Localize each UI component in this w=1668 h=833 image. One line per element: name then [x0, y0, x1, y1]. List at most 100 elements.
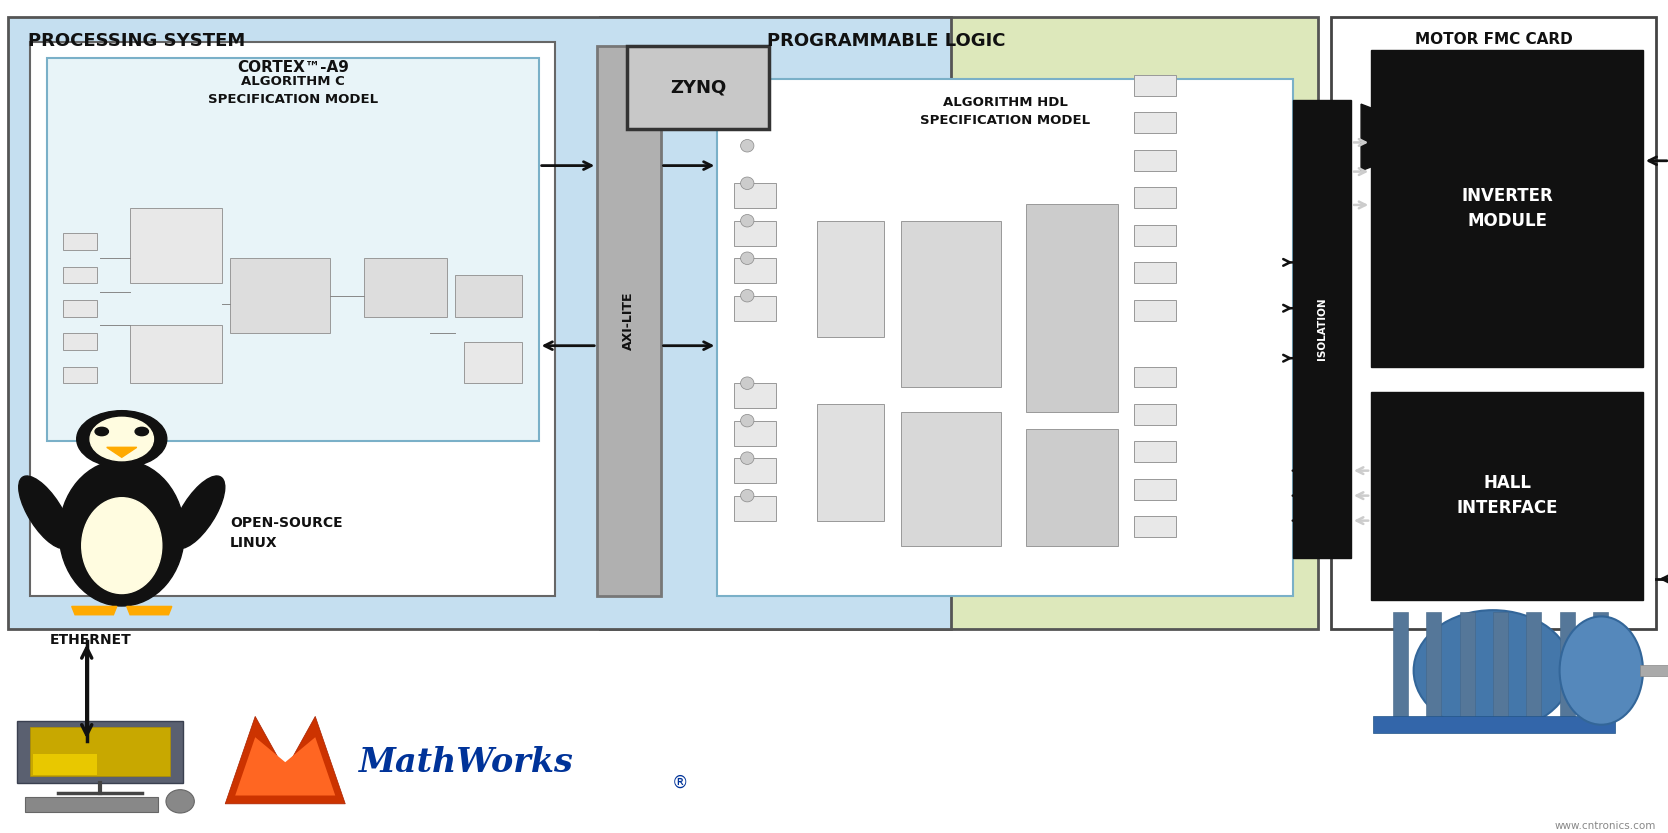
FancyBboxPatch shape — [1134, 404, 1176, 425]
Ellipse shape — [741, 290, 754, 302]
FancyBboxPatch shape — [63, 333, 97, 350]
FancyBboxPatch shape — [1134, 441, 1176, 462]
Polygon shape — [235, 737, 335, 796]
FancyBboxPatch shape — [734, 183, 776, 208]
FancyBboxPatch shape — [1526, 612, 1541, 729]
Text: ANALOG
DEVICES: ANALOG DEVICES — [1465, 122, 1525, 152]
FancyBboxPatch shape — [63, 300, 97, 317]
FancyBboxPatch shape — [1426, 612, 1441, 729]
FancyBboxPatch shape — [734, 221, 776, 246]
Text: www.cntronics.com: www.cntronics.com — [1555, 821, 1656, 831]
FancyBboxPatch shape — [1134, 225, 1176, 246]
Ellipse shape — [741, 252, 754, 264]
FancyBboxPatch shape — [734, 421, 776, 446]
Text: ISOLATION: ISOLATION — [1318, 297, 1326, 361]
FancyBboxPatch shape — [1134, 262, 1176, 283]
FancyBboxPatch shape — [901, 221, 1001, 387]
Ellipse shape — [90, 417, 153, 461]
FancyBboxPatch shape — [364, 258, 447, 317]
FancyBboxPatch shape — [63, 367, 97, 383]
FancyBboxPatch shape — [600, 17, 1318, 629]
FancyBboxPatch shape — [627, 46, 769, 129]
FancyBboxPatch shape — [1134, 75, 1176, 96]
FancyBboxPatch shape — [130, 325, 222, 383]
Ellipse shape — [741, 415, 754, 427]
Ellipse shape — [95, 427, 108, 436]
Text: INVERTER
MODULE: INVERTER MODULE — [1461, 187, 1553, 230]
FancyBboxPatch shape — [1026, 429, 1118, 546]
Ellipse shape — [60, 460, 183, 606]
FancyBboxPatch shape — [1134, 367, 1176, 387]
FancyBboxPatch shape — [1134, 516, 1176, 537]
FancyBboxPatch shape — [47, 58, 539, 441]
Polygon shape — [107, 447, 137, 457]
FancyBboxPatch shape — [1371, 392, 1643, 600]
FancyBboxPatch shape — [1460, 612, 1475, 729]
FancyBboxPatch shape — [1134, 187, 1176, 208]
FancyBboxPatch shape — [734, 296, 776, 321]
Text: PROCESSING SYSTEM: PROCESSING SYSTEM — [28, 32, 245, 50]
Text: MathWorks: MathWorks — [359, 746, 574, 779]
Polygon shape — [225, 716, 345, 804]
FancyBboxPatch shape — [455, 275, 522, 317]
FancyBboxPatch shape — [1560, 612, 1575, 729]
FancyBboxPatch shape — [464, 342, 522, 383]
Text: OPEN-SOURCE
LINUX: OPEN-SOURCE LINUX — [230, 516, 344, 550]
FancyBboxPatch shape — [8, 17, 951, 629]
FancyBboxPatch shape — [1393, 612, 1408, 729]
FancyBboxPatch shape — [1640, 665, 1668, 676]
Text: ETHERNET: ETHERNET — [50, 633, 132, 647]
FancyBboxPatch shape — [1593, 612, 1608, 729]
Polygon shape — [72, 606, 117, 615]
FancyBboxPatch shape — [1134, 112, 1176, 133]
FancyBboxPatch shape — [30, 42, 555, 596]
FancyBboxPatch shape — [1293, 100, 1351, 558]
FancyBboxPatch shape — [33, 754, 97, 775]
FancyBboxPatch shape — [1331, 17, 1656, 629]
FancyBboxPatch shape — [597, 46, 661, 596]
Text: HALL
INTERFACE: HALL INTERFACE — [1456, 474, 1558, 517]
Ellipse shape — [741, 214, 754, 227]
Text: CORTEX™-A9: CORTEX™-A9 — [237, 60, 349, 75]
Ellipse shape — [18, 476, 72, 549]
Ellipse shape — [165, 790, 193, 813]
Ellipse shape — [172, 476, 225, 549]
FancyBboxPatch shape — [63, 233, 97, 250]
Text: MOTOR FMC CARD: MOTOR FMC CARD — [1414, 32, 1573, 47]
Text: AXI-LITE: AXI-LITE — [622, 292, 636, 350]
FancyBboxPatch shape — [1373, 716, 1615, 733]
Ellipse shape — [741, 177, 754, 189]
FancyBboxPatch shape — [1493, 612, 1508, 729]
FancyBboxPatch shape — [1134, 150, 1176, 171]
FancyBboxPatch shape — [230, 258, 330, 333]
FancyBboxPatch shape — [817, 404, 884, 521]
FancyBboxPatch shape — [734, 496, 776, 521]
FancyBboxPatch shape — [17, 721, 183, 783]
FancyBboxPatch shape — [734, 383, 776, 408]
Text: ZYNQ: ZYNQ — [671, 78, 726, 97]
Polygon shape — [127, 606, 172, 615]
Text: ALGORITHM HDL
SPECIFICATION MODEL: ALGORITHM HDL SPECIFICATION MODEL — [921, 96, 1089, 127]
FancyBboxPatch shape — [1371, 50, 1643, 367]
FancyBboxPatch shape — [901, 412, 1001, 546]
Ellipse shape — [741, 452, 754, 465]
Ellipse shape — [741, 140, 754, 152]
Text: PROGRAMMABLE LOGIC: PROGRAMMABLE LOGIC — [767, 32, 1006, 50]
FancyBboxPatch shape — [734, 458, 776, 483]
Ellipse shape — [77, 411, 167, 467]
FancyBboxPatch shape — [30, 727, 170, 776]
Ellipse shape — [741, 377, 754, 390]
FancyBboxPatch shape — [63, 267, 97, 283]
FancyBboxPatch shape — [734, 258, 776, 283]
Polygon shape — [1361, 104, 1448, 171]
FancyBboxPatch shape — [130, 208, 222, 283]
Ellipse shape — [1560, 616, 1643, 725]
Ellipse shape — [82, 498, 162, 593]
FancyBboxPatch shape — [1026, 204, 1118, 412]
Text: ALGORITHM C
SPECIFICATION MODEL: ALGORITHM C SPECIFICATION MODEL — [208, 75, 377, 106]
FancyBboxPatch shape — [717, 79, 1293, 596]
Text: ®: ® — [672, 774, 689, 792]
FancyBboxPatch shape — [817, 221, 884, 337]
FancyBboxPatch shape — [1134, 479, 1176, 500]
Ellipse shape — [1414, 610, 1571, 731]
